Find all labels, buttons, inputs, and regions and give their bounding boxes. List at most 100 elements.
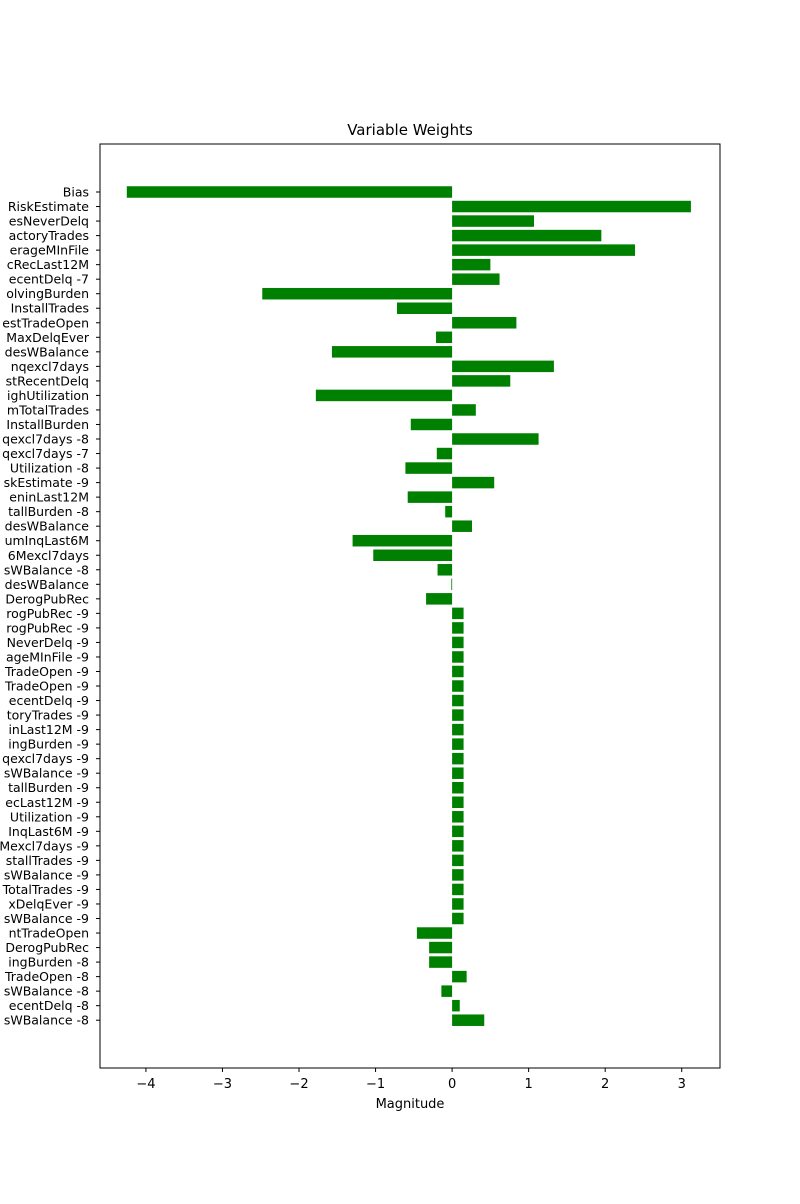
y-tick-label: ighUtilization — [7, 388, 89, 403]
bar — [452, 854, 464, 867]
x-tick-label: 2 — [601, 1077, 609, 1092]
y-tick-label: TradeOpen -9 — [4, 664, 89, 679]
plot-area-frame — [99, 143, 721, 1069]
y-tick-label: ecentDelq -8 — [9, 998, 89, 1013]
x-tick-label: 0 — [448, 1077, 456, 1092]
y-tick-label: Mexcl7days -9 — [0, 838, 89, 853]
bar — [452, 476, 495, 489]
bar — [452, 869, 464, 881]
bar — [452, 665, 464, 678]
y-tick-label: InstallBurden — [6, 417, 89, 432]
y-tick-label: ecLast12M -9 — [5, 795, 89, 810]
bar — [405, 462, 453, 474]
bar — [426, 593, 453, 605]
bar — [452, 215, 534, 227]
bar — [452, 273, 500, 285]
y-tick-label: desWBalance — [5, 519, 90, 534]
y-tick-label: 6Mexcl7days — [8, 548, 89, 563]
y-tick-label: sWBalance -9 — [4, 766, 89, 781]
y-tick-label: actoryTrades — [9, 228, 89, 243]
y-tick-label: nqexcl7days — [11, 359, 89, 374]
y-tick-label: stRecentDelq — [6, 373, 89, 388]
x-tick-label: −3 — [213, 1077, 232, 1092]
bar — [437, 564, 453, 576]
y-tick-label: mTotalTrades — [7, 402, 89, 417]
bar — [452, 317, 517, 329]
x-tick-label: −4 — [136, 1077, 155, 1092]
bar — [452, 825, 464, 838]
bar — [452, 607, 464, 620]
y-tick-label: ageMInFile -9 — [6, 649, 89, 664]
bar — [436, 331, 453, 344]
bars-group — [126, 186, 691, 1026]
y-tick-label: umInqLast6M — [5, 533, 89, 548]
bar — [452, 258, 491, 271]
x-tick-label: −1 — [366, 1077, 385, 1092]
bar — [452, 694, 464, 707]
y-tick-label: tallBurden -8 — [8, 504, 89, 519]
y-tick-label: sWBalance -9 — [4, 867, 89, 882]
bar — [452, 840, 464, 852]
bar — [452, 709, 464, 721]
bar — [331, 346, 453, 358]
y-tick-label: TradeOpen -8 — [4, 969, 89, 984]
bar — [396, 302, 453, 314]
bar — [452, 883, 464, 896]
bar — [445, 505, 453, 518]
bar — [315, 389, 453, 402]
y-tick-label: inLast12M -9 — [8, 722, 89, 737]
bar — [452, 781, 464, 794]
y-tick-label: estTradeOpen — [2, 315, 89, 330]
x-tick-label: 1 — [525, 1077, 533, 1092]
bar — [262, 287, 453, 300]
y-tick-label: Bias — [63, 185, 89, 200]
bar — [452, 375, 511, 387]
bar — [436, 447, 453, 460]
bar — [410, 418, 453, 431]
bar — [452, 229, 602, 242]
y-tick-label: desWBalance — [5, 577, 90, 592]
y-tick-label: qexcl7days -9 — [2, 751, 89, 766]
y-tick-label: MaxDelqEver — [6, 330, 90, 345]
y-tick-label: TotalTrades -9 — [2, 882, 89, 897]
bar — [452, 738, 464, 750]
bar — [452, 636, 464, 649]
y-tick-label: sWBalance -8 — [4, 1013, 89, 1028]
y-tick-label: cRecLast12M — [7, 257, 89, 272]
bar — [429, 941, 453, 954]
y-tick-label: DerogPubRec — [5, 940, 89, 955]
bar — [452, 796, 464, 809]
bar — [441, 985, 453, 997]
bar — [452, 898, 464, 910]
bar — [452, 651, 464, 663]
y-tick-label: toryTrades -9 — [7, 708, 89, 723]
y-tick-label: xDelqEver -9 — [8, 896, 89, 911]
x-axis: −4 −3 −2 −1 0 1 2 3 — [136, 1068, 686, 1092]
y-axis: BiasRiskEstimateesNeverDelqactoryTradese… — [0, 185, 100, 1028]
y-tick-label: esNeverDelq — [9, 214, 89, 229]
bar — [452, 912, 464, 925]
y-tick-label: desWBalance — [5, 344, 90, 359]
x-axis-label: Magnitude — [376, 1097, 445, 1112]
y-tick-label: InstallTrades — [11, 301, 89, 316]
y-tick-label: sWBalance -8 — [4, 562, 89, 577]
bar — [373, 549, 453, 561]
y-tick-label: sWBalance -9 — [4, 911, 89, 926]
y-tick-label: TradeOpen -9 — [4, 679, 89, 694]
y-tick-label: InqLast6M -9 — [8, 824, 89, 839]
bar — [452, 433, 539, 445]
y-tick-label: stallTrades -9 — [6, 853, 89, 868]
bar — [452, 999, 460, 1012]
bar — [352, 534, 453, 547]
y-tick-label: qexcl7days -8 — [2, 432, 89, 447]
y-tick-label: sWBalance -8 — [4, 984, 89, 999]
bar — [452, 1014, 485, 1026]
y-tick-label: rogPubRec -9 — [6, 620, 89, 635]
y-tick-label: NeverDelq -9 — [7, 635, 89, 650]
y-tick-label: ecentDelq -9 — [9, 693, 89, 708]
y-tick-label: ingBurden -8 — [8, 955, 89, 970]
bar — [452, 520, 472, 532]
